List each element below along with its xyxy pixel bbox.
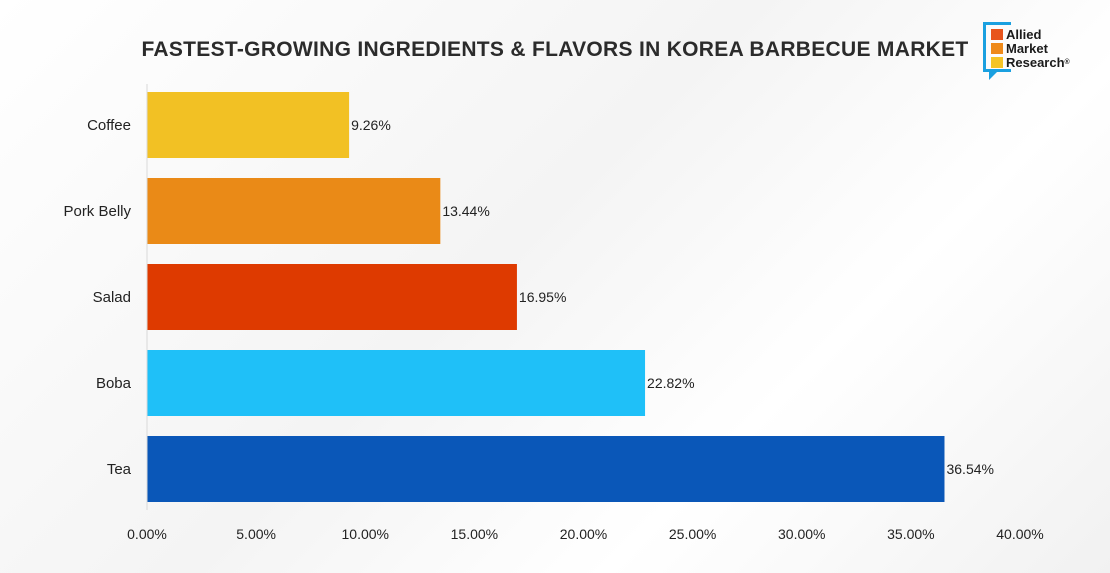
bars-group — [147, 92, 945, 502]
x-tick-label: 40.00% — [996, 526, 1043, 542]
x-tick-label: 25.00% — [669, 526, 716, 542]
x-tick-label: 35.00% — [887, 526, 934, 542]
logo-square-orange — [991, 42, 1003, 54]
x-tick-label: 15.00% — [451, 526, 498, 542]
data-label-coffee: 9.26% — [351, 117, 391, 133]
chart-title: FASTEST-GROWING INGREDIENTS & FLAVORS IN… — [141, 38, 969, 61]
value-labels-group: 9.26% 13.44% 16.95% 22.82% 36.54% — [351, 117, 994, 477]
data-label-salad: 16.95% — [519, 289, 566, 305]
logo-word-2: Market — [1006, 40, 1048, 56]
logo-word-1: Allied — [1006, 26, 1042, 42]
logo-square-yellow — [991, 56, 1003, 68]
category-label-salad: Salad — [93, 289, 131, 306]
logo-square-red — [991, 28, 1003, 40]
bar-salad — [147, 264, 517, 330]
category-label-pork-belly: Pork Belly — [63, 203, 131, 220]
logo-word-3: Research — [1006, 54, 1065, 70]
category-labels-group: Coffee Pork Belly Salad Boba Tea — [63, 117, 131, 478]
x-tick-label: 5.00% — [236, 526, 276, 542]
logo-row-2: Market — [991, 41, 1048, 55]
category-label-boba: Boba — [96, 375, 132, 392]
data-label-boba: 22.82% — [647, 375, 694, 391]
x-tick-label: 20.00% — [560, 526, 607, 542]
data-label-tea: 36.54% — [946, 461, 993, 477]
x-tick-label: 0.00% — [127, 526, 167, 542]
x-tick-label: 10.00% — [342, 526, 389, 542]
x-tick-label: 30.00% — [778, 526, 825, 542]
logo-row-1: Allied — [991, 27, 1041, 41]
allied-market-research-logo: Allied Market Research ® — [983, 22, 1095, 82]
category-label-coffee: Coffee — [87, 117, 131, 134]
logo-registered-mark: ® — [1064, 58, 1070, 66]
logo-row-3: Research ® — [991, 55, 1070, 69]
bar-tea — [147, 436, 945, 502]
bar-coffee — [147, 92, 350, 158]
bar-pork-belly — [147, 178, 441, 244]
logo-speech-tail — [989, 70, 999, 80]
bar-boba — [147, 350, 646, 416]
category-label-tea: Tea — [107, 461, 132, 478]
data-label-pork-belly: 13.44% — [442, 203, 489, 219]
x-tick-labels-group: 0.00% 5.00% 10.00% 15.00% 20.00% 25.00% 30.00%… — [127, 526, 1044, 542]
